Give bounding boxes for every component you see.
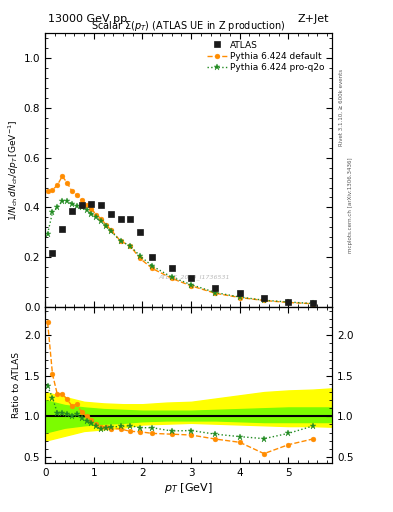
ATLAS — [310, 300, 315, 306]
Pythia 6.424 pro-q2o — [262, 297, 266, 303]
Text: Z+Jet: Z+Jet — [298, 14, 329, 24]
Pythia 6.424 pro-q2o — [150, 263, 154, 269]
Pythia 6.424 default — [128, 243, 133, 249]
ATLAS — [189, 275, 193, 282]
Pythia 6.424 pro-q2o — [310, 301, 315, 307]
Pythia 6.424 default — [104, 222, 108, 228]
Pythia 6.424 default — [99, 216, 103, 222]
Pythia 6.424 default — [150, 265, 154, 271]
Pythia 6.424 default — [70, 188, 74, 195]
Pythia 6.424 default — [118, 238, 123, 244]
Pythia 6.424 pro-q2o — [286, 299, 291, 305]
Y-axis label: Ratio to ATLAS: Ratio to ATLAS — [12, 352, 21, 418]
ATLAS — [138, 229, 142, 236]
Text: ATLAS_2019_I1736531: ATLAS_2019_I1736531 — [159, 274, 230, 280]
Pythia 6.424 pro-q2o — [50, 209, 55, 216]
Pythia 6.424 default — [169, 275, 174, 282]
Line: Pythia 6.424 default: Pythia 6.424 default — [45, 174, 315, 306]
ATLAS — [89, 201, 94, 207]
ATLAS — [79, 202, 84, 208]
Text: 13000 GeV pp: 13000 GeV pp — [48, 14, 127, 24]
ATLAS — [60, 225, 64, 231]
Text: mcplots.cern.ch [arXiv:1306.3436]: mcplots.cern.ch [arXiv:1306.3436] — [348, 157, 353, 252]
Pythia 6.424 default — [138, 255, 142, 262]
Line: Pythia 6.424 pro-q2o: Pythia 6.424 pro-q2o — [44, 198, 316, 307]
Pythia 6.424 default — [79, 197, 84, 203]
Pythia 6.424 pro-q2o — [60, 198, 64, 204]
ATLAS — [213, 285, 218, 291]
Pythia 6.424 pro-q2o — [74, 203, 79, 209]
Pythia 6.424 pro-q2o — [79, 204, 84, 210]
Pythia 6.424 pro-q2o — [108, 228, 113, 234]
ATLAS — [262, 295, 266, 302]
Pythia 6.424 pro-q2o — [55, 204, 60, 210]
Pythia 6.424 default — [50, 187, 55, 193]
Pythia 6.424 default — [213, 290, 218, 296]
Pythia 6.424 default — [89, 206, 94, 212]
Pythia 6.424 default — [189, 283, 193, 289]
Text: Rivet 3.1.10, ≥ 600k events: Rivet 3.1.10, ≥ 600k events — [339, 69, 344, 146]
Pythia 6.424 pro-q2o — [237, 294, 242, 300]
Pythia 6.424 default — [310, 301, 315, 307]
Pythia 6.424 pro-q2o — [213, 289, 218, 295]
Pythia 6.424 pro-q2o — [128, 243, 133, 249]
ATLAS — [99, 202, 103, 208]
Pythia 6.424 default — [65, 180, 70, 186]
Y-axis label: $1/N_{\rm ch}\,dN_{\rm ch}/dp_T\,[\rm GeV^{-1}]$: $1/N_{\rm ch}\,dN_{\rm ch}/dp_T\,[\rm Ge… — [7, 119, 21, 221]
Line: ATLAS: ATLAS — [50, 201, 316, 306]
Pythia 6.424 pro-q2o — [45, 230, 50, 237]
Pythia 6.424 pro-q2o — [70, 201, 74, 207]
ATLAS — [70, 208, 74, 214]
Pythia 6.424 pro-q2o — [138, 253, 142, 259]
Pythia 6.424 default — [286, 300, 291, 306]
X-axis label: $p_T$ [GeV]: $p_T$ [GeV] — [164, 481, 213, 495]
Pythia 6.424 default — [84, 202, 89, 208]
Pythia 6.424 pro-q2o — [104, 223, 108, 229]
ATLAS — [50, 250, 55, 257]
Pythia 6.424 pro-q2o — [94, 215, 99, 221]
Pythia 6.424 pro-q2o — [89, 210, 94, 217]
ATLAS — [286, 299, 291, 305]
Pythia 6.424 pro-q2o — [99, 218, 103, 224]
ATLAS — [108, 210, 113, 217]
Pythia 6.424 pro-q2o — [189, 282, 193, 288]
Pythia 6.424 pro-q2o — [169, 274, 174, 280]
ATLAS — [128, 216, 133, 222]
Pythia 6.424 default — [55, 182, 60, 188]
Pythia 6.424 default — [74, 192, 79, 198]
ATLAS — [169, 265, 174, 271]
Pythia 6.424 pro-q2o — [65, 198, 70, 204]
Pythia 6.424 default — [262, 297, 266, 304]
Pythia 6.424 default — [60, 173, 64, 179]
Pythia 6.424 pro-q2o — [118, 238, 123, 244]
Pythia 6.424 default — [108, 227, 113, 233]
Pythia 6.424 default — [237, 294, 242, 301]
Pythia 6.424 default — [94, 212, 99, 218]
ATLAS — [118, 216, 123, 222]
Legend: ATLAS, Pythia 6.424 default, Pythia 6.424 pro-q2o: ATLAS, Pythia 6.424 default, Pythia 6.42… — [204, 38, 328, 75]
Pythia 6.424 pro-q2o — [84, 207, 89, 213]
ATLAS — [150, 254, 154, 260]
ATLAS — [237, 290, 242, 296]
Title: Scalar $\Sigma(p_T)$ (ATLAS UE in Z production): Scalar $\Sigma(p_T)$ (ATLAS UE in Z prod… — [92, 19, 286, 33]
Pythia 6.424 default — [45, 188, 50, 195]
